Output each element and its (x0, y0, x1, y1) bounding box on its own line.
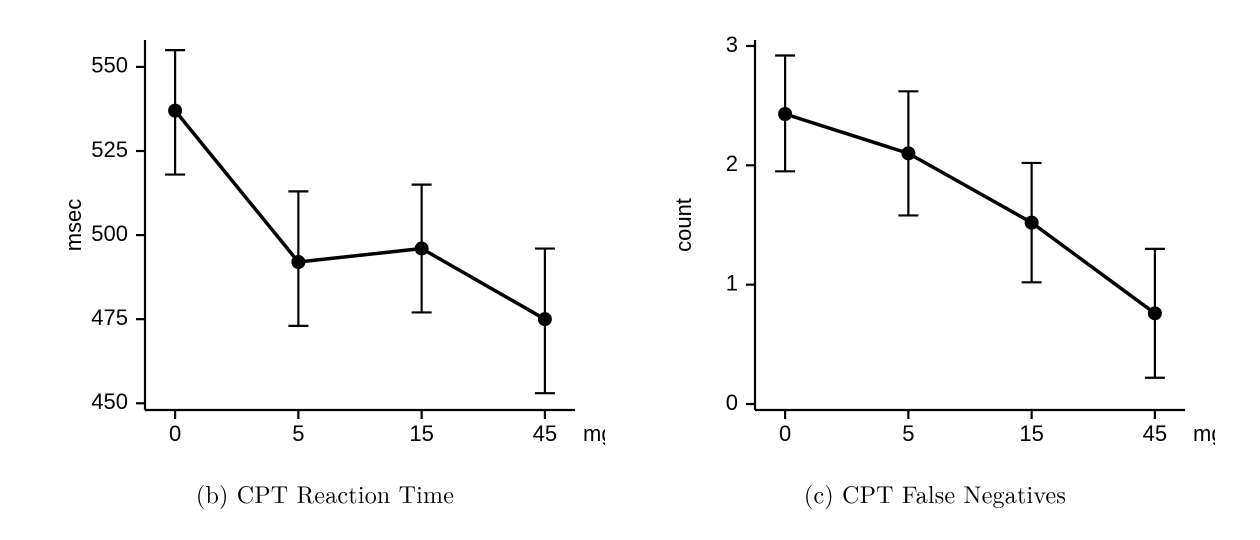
svg-text:45: 45 (1143, 421, 1167, 446)
svg-text:5: 5 (292, 421, 304, 446)
svg-text:1: 1 (726, 270, 738, 295)
svg-text:5: 5 (902, 421, 914, 446)
svg-text:mg: mg (583, 421, 605, 446)
svg-text:0: 0 (726, 390, 738, 415)
svg-text:15: 15 (1019, 421, 1043, 446)
panel-b: 450 475 500 525 550 msec 0 5 15 45 mg (b) CPT Reac… (45, 10, 605, 510)
caption-c: (c) CPT False Negatives (804, 476, 1066, 510)
svg-text:msec: msec (61, 199, 86, 252)
svg-text:45: 45 (533, 421, 557, 446)
svg-text:500: 500 (91, 221, 128, 246)
chart-b: 450 475 500 525 550 msec 0 5 15 45 mg (45, 10, 605, 470)
svg-text:count: count (671, 198, 696, 252)
svg-text:15: 15 (409, 421, 433, 446)
caption-b: (b) CPT Reaction Time (196, 476, 454, 510)
svg-text:0: 0 (169, 421, 181, 446)
svg-text:450: 450 (91, 389, 128, 414)
figure-row: 450475500525550msec051545mg (b) CPT Reac… (0, 0, 1260, 510)
svg-text:525: 525 (91, 137, 128, 162)
chart-c: 0 1 2 3 count 0 5 15 45 mg (655, 10, 1215, 470)
svg-text:475: 475 (91, 305, 128, 330)
panel-c: 0 1 2 3 count 0 5 15 45 mg (c) CPT False Negative… (655, 10, 1215, 510)
svg-text:3: 3 (726, 32, 738, 57)
svg-text:550: 550 (91, 53, 128, 78)
svg-text:0: 0 (779, 421, 791, 446)
svg-text:2: 2 (726, 151, 738, 176)
svg-text:mg: mg (1193, 421, 1215, 446)
